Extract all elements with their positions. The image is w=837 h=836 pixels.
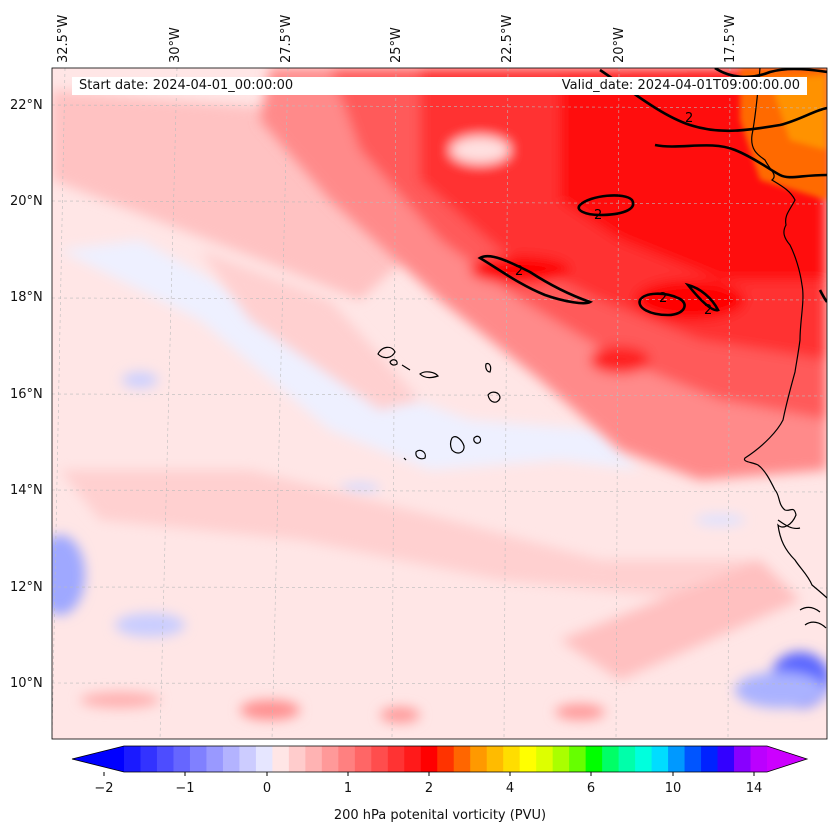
colorbar-segment	[470, 746, 488, 772]
lon-label: 20°W	[612, 27, 627, 63]
colorbar-segment	[585, 746, 603, 772]
lon-label: 22.5°W	[500, 14, 515, 63]
colorbar-segment	[734, 746, 752, 772]
start-date-label: Start date: 2024-04-01_00:00:00	[79, 78, 294, 93]
contour-label: 2	[685, 111, 693, 126]
colorbar-segment	[124, 746, 141, 772]
lat-label: 18°N	[10, 290, 43, 305]
colorbar-segment	[338, 746, 356, 772]
colorbar-segment	[189, 746, 207, 772]
colorbar-segment	[156, 746, 174, 772]
colorbar-segment	[371, 746, 389, 772]
lon-label: 25°W	[389, 27, 404, 63]
contour-label: 2	[659, 291, 667, 306]
colorbar-over-extension	[767, 746, 807, 772]
colorbar-tick-label: −1	[175, 781, 195, 796]
colorbar-segment	[288, 746, 306, 772]
colorbar-segment	[651, 746, 669, 772]
colorbar-segment	[404, 746, 422, 772]
colorbar-segment	[602, 746, 620, 772]
lon-label: 27.5°W	[279, 14, 294, 63]
header-box	[72, 77, 807, 95]
colorbar-segment	[618, 746, 636, 772]
colorbar-segment	[486, 746, 504, 772]
colorbar-segment	[437, 746, 455, 772]
cape-verde-islands	[377, 346, 501, 461]
lat-label: 14°N	[10, 483, 43, 498]
lat-label: 10°N	[10, 676, 43, 691]
colorbar-segment	[536, 746, 554, 772]
lat-label: 16°N	[10, 387, 43, 402]
colorbar-segment	[354, 746, 372, 772]
colorbar-segment	[635, 746, 653, 772]
colorbar-segment	[750, 746, 768, 772]
colorbar-tick-label: 14	[745, 781, 763, 796]
colorbar-segment	[272, 746, 290, 772]
colorbar	[71, 745, 809, 776]
lat-label: 22°N	[10, 98, 43, 113]
lat-label: 20°N	[10, 194, 43, 209]
colorbar-segment	[255, 746, 273, 772]
contour-labels: 2 2 2 2 2	[515, 111, 712, 318]
lon-label: 17.5°W	[723, 14, 738, 63]
colorbar-segment	[552, 746, 570, 772]
contour-label: 2	[594, 208, 602, 223]
colorbar-segment	[503, 746, 521, 772]
colorbar-outline	[71, 745, 809, 773]
colorbar-segment	[173, 746, 191, 772]
colorbar-segment	[321, 746, 339, 772]
contour-label: 2	[515, 264, 523, 279]
lon-label: 32.5°W	[56, 14, 71, 63]
valid-date-label: Valid_date: 2024-04-01T09:00:00.00	[561, 78, 800, 93]
colorbar-segment	[387, 746, 405, 772]
pv-field: 2 2 2 2 2	[52, 68, 827, 739]
colorbar-segment	[206, 746, 224, 772]
colorbar-segment	[222, 746, 240, 772]
colorbar-segment	[519, 746, 537, 772]
colorbar-tick-label: 0	[262, 781, 272, 796]
colorbar-tick-label: 4	[505, 781, 515, 796]
colorbar-segment	[717, 746, 735, 772]
colorbar-tick-label: 1	[343, 781, 353, 796]
graticule	[52, 68, 827, 739]
map-frame	[51, 67, 828, 740]
low-pv-streaks	[52, 90, 800, 723]
contour-label: 2	[704, 303, 712, 318]
colorbar-segment	[420, 746, 438, 772]
colorbar-tick-label: 2	[424, 781, 434, 796]
colorbar-segment	[684, 746, 702, 772]
pv-2-contours	[477, 68, 827, 317]
colorbar-segment	[569, 746, 587, 772]
colorbar-segment	[239, 746, 257, 772]
coastline	[743, 68, 827, 629]
colorbar-segment	[140, 746, 158, 772]
colorbar-segment	[668, 746, 686, 772]
colorbar-tick-label: 6	[586, 781, 596, 796]
colorbar-under-extension	[72, 746, 124, 772]
negative-pv-areas	[52, 240, 827, 708]
colorbar-tick-label: 10	[664, 781, 682, 796]
colorbar-title: 200 hPa potenital vorticity (PVU)	[333, 808, 547, 823]
lon-label: 30°W	[168, 27, 183, 63]
colorbar-tick-label: −2	[94, 781, 114, 796]
colorbar-segment	[453, 746, 471, 772]
colorbar-segment	[701, 746, 719, 772]
colorbar-segment	[305, 746, 323, 772]
lat-label: 12°N	[10, 580, 43, 595]
